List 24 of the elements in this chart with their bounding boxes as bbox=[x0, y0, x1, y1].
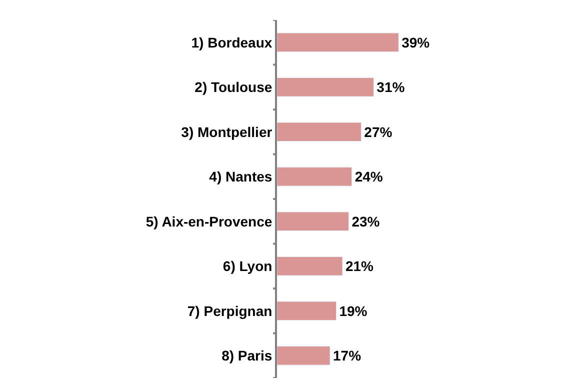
y-tick-label: 1) Bordeaux bbox=[191, 34, 272, 50]
data-label: 19% bbox=[339, 302, 368, 319]
bar bbox=[277, 32, 399, 52]
bar bbox=[277, 256, 343, 276]
y-tick-label: 6) Lyon bbox=[222, 258, 272, 274]
bar bbox=[277, 122, 362, 142]
bar bbox=[277, 212, 349, 232]
bar bbox=[277, 166, 352, 186]
y-tick-label: 2) Toulouse bbox=[194, 79, 272, 96]
y-tick-label: 4) Nantes bbox=[209, 168, 272, 185]
data-label: 31% bbox=[376, 79, 406, 96]
data-label: 17% bbox=[333, 348, 362, 364]
y-tick-label: 7) Perpignan bbox=[187, 302, 272, 319]
data-label: 21% bbox=[345, 258, 374, 274]
data-label: 27% bbox=[364, 124, 393, 140]
bar bbox=[277, 77, 374, 97]
bar bbox=[277, 346, 330, 366]
bar bbox=[277, 301, 336, 321]
data-label: 23% bbox=[352, 213, 380, 230]
y-tick-label: 8) Paris bbox=[222, 348, 272, 364]
y-tick-label: 3) Montpellier bbox=[181, 124, 273, 140]
data-label: 39% bbox=[402, 34, 430, 50]
data-label: 24% bbox=[354, 168, 384, 185]
y-tick-label: 5) Aix-en-Provence bbox=[146, 213, 272, 230]
